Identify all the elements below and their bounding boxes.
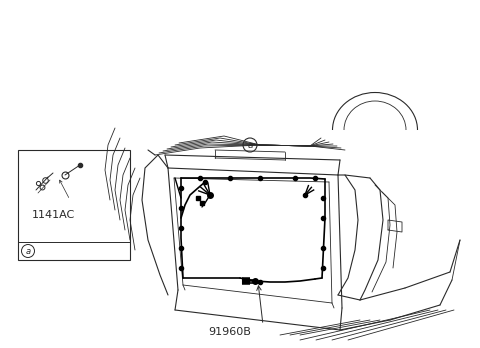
- Circle shape: [243, 138, 257, 152]
- Text: 1141AC: 1141AC: [31, 210, 74, 220]
- Text: a: a: [247, 141, 253, 150]
- Circle shape: [22, 245, 35, 258]
- Text: a: a: [25, 246, 31, 255]
- Bar: [18, 150, 130, 260]
- Text: 91960B: 91960B: [209, 327, 252, 337]
